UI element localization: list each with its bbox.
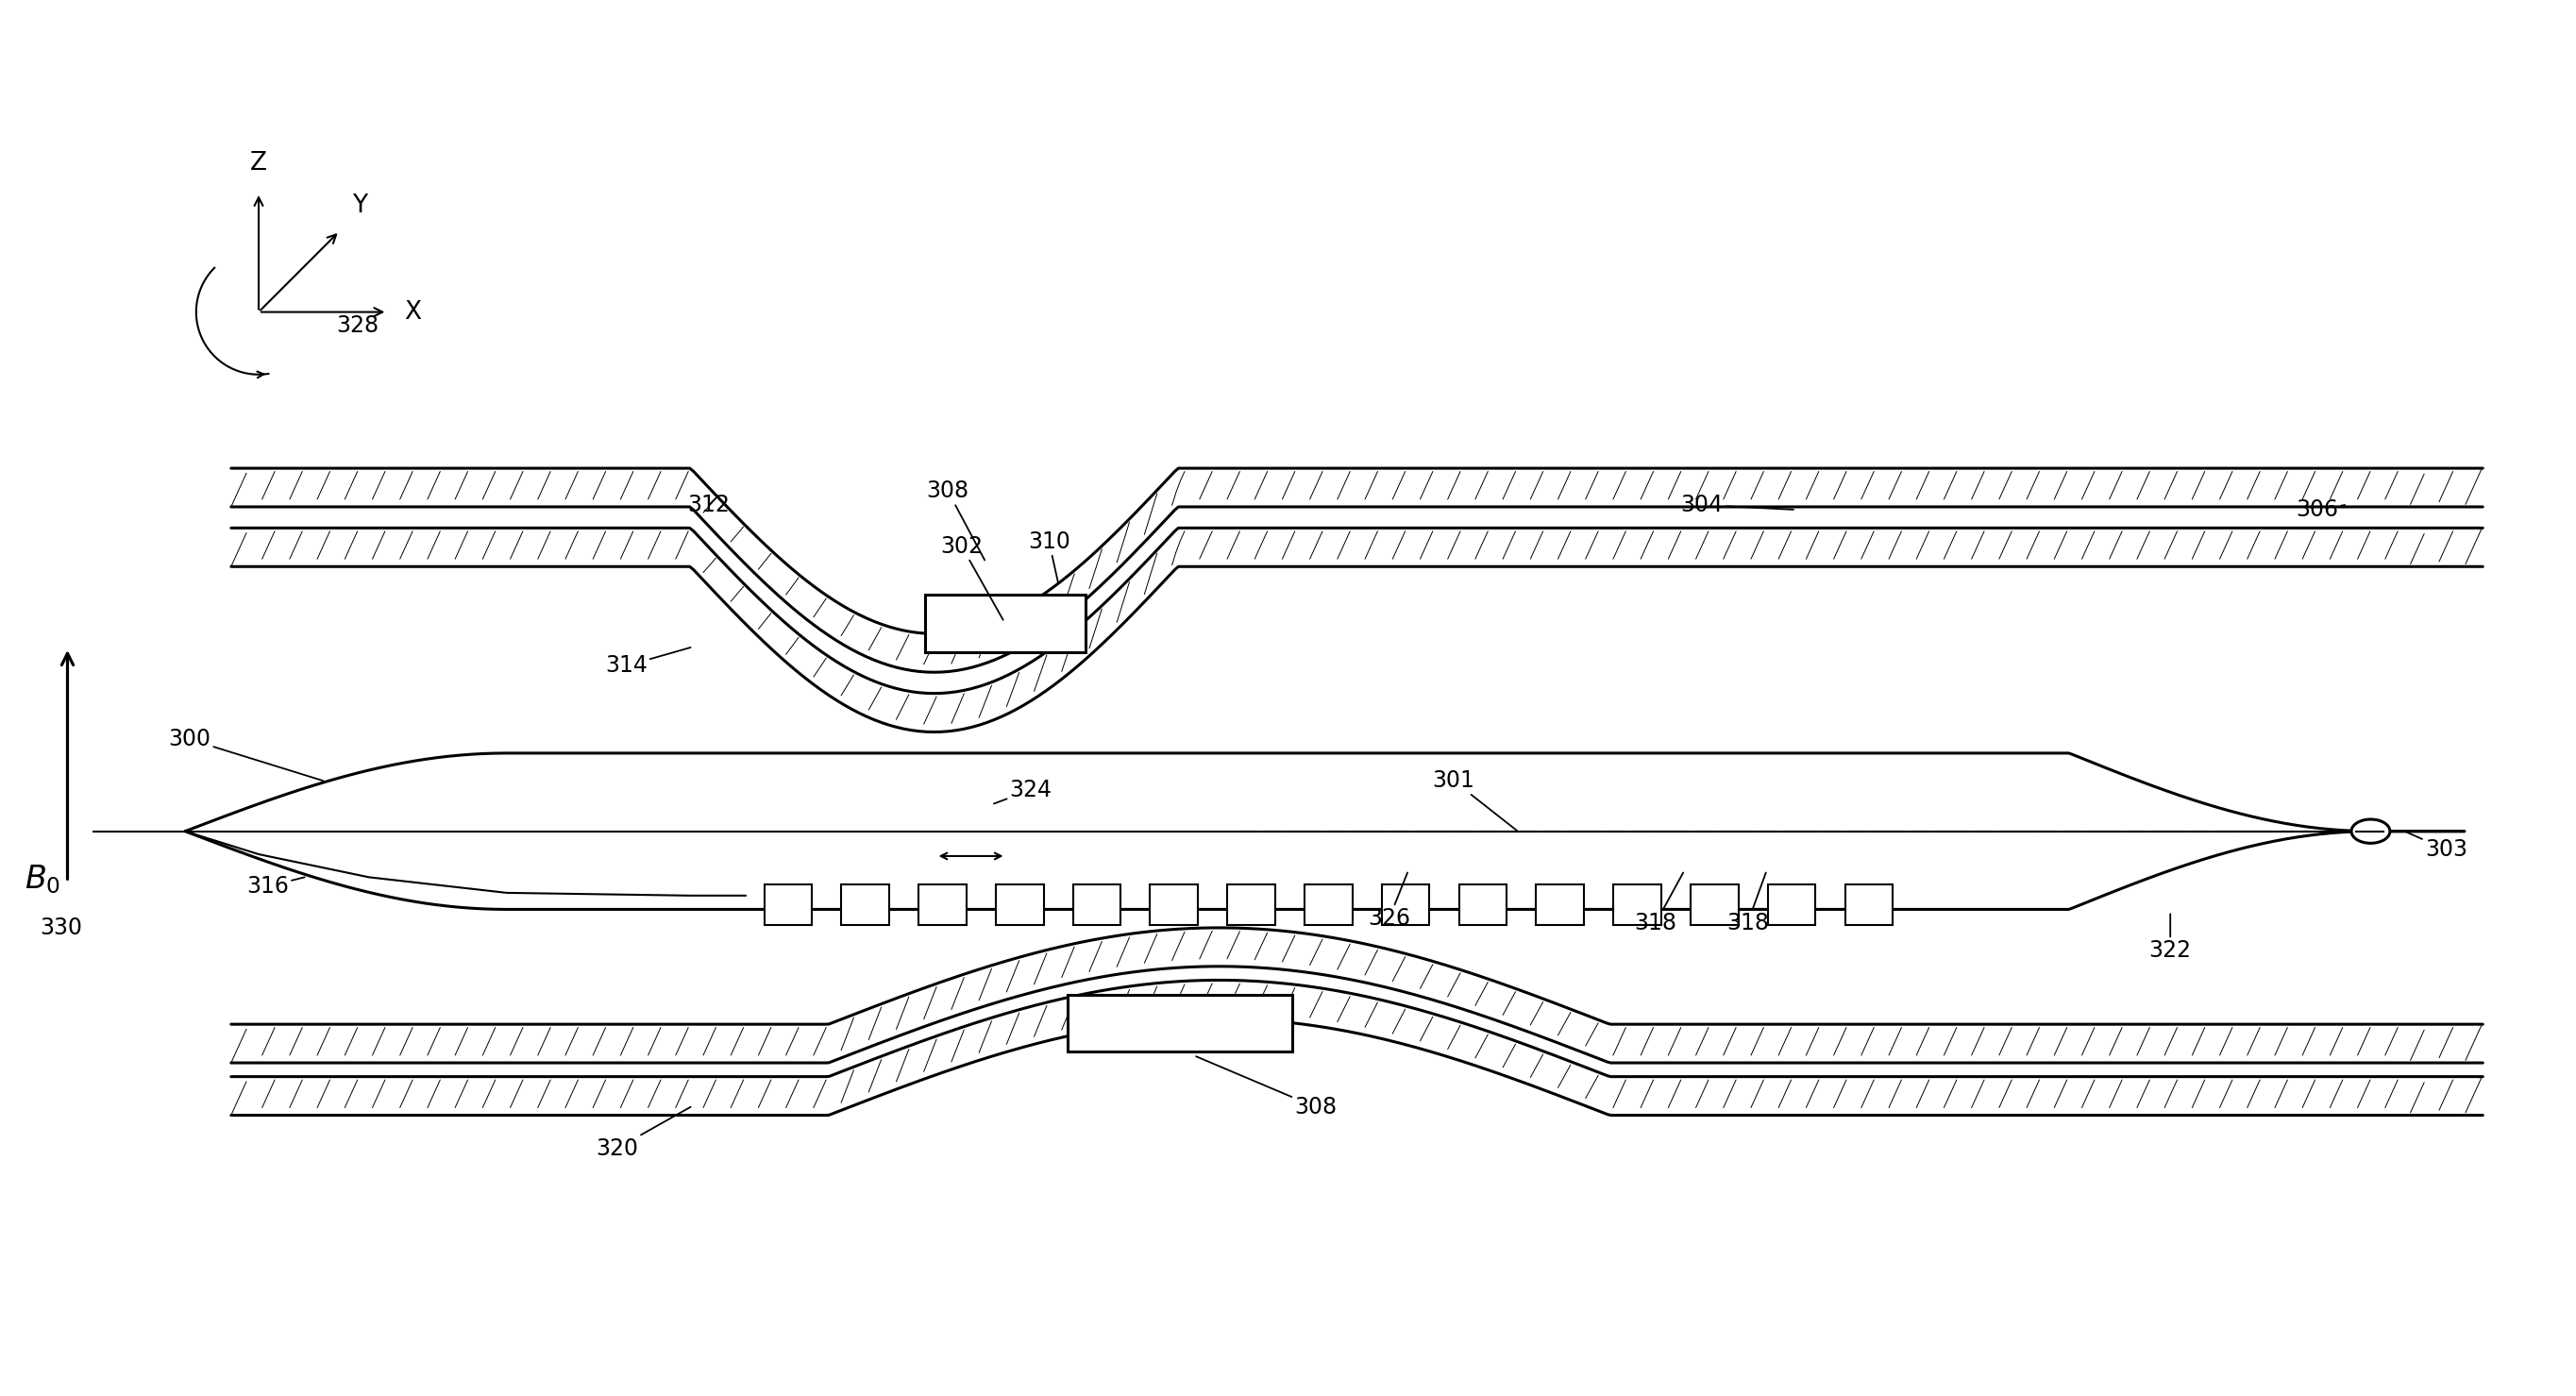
Text: 318: 318	[1726, 872, 1770, 934]
Text: 314: 314	[605, 648, 690, 677]
Text: 312: 312	[688, 494, 729, 517]
Text: 328: 328	[337, 314, 379, 336]
Bar	[1303, 884, 1352, 926]
Text: 316: 316	[247, 875, 304, 898]
Bar	[1066, 995, 1293, 1051]
Polygon shape	[232, 928, 2483, 1062]
Text: 306: 306	[2295, 498, 2344, 521]
Text: 330: 330	[39, 916, 82, 940]
Bar	[1458, 884, 1507, 926]
Text: Y: Y	[353, 194, 368, 218]
Ellipse shape	[2352, 819, 2391, 843]
Bar	[1074, 884, 1121, 926]
Text: 318: 318	[1633, 872, 1682, 934]
Bar	[1381, 884, 1430, 926]
Bar	[1535, 884, 1584, 926]
Text: 308: 308	[927, 480, 984, 560]
Text: 310: 310	[1028, 530, 1069, 584]
Text: 304: 304	[1680, 494, 1793, 517]
Bar	[1844, 884, 1893, 926]
Text: $B_0$: $B_0$	[26, 863, 62, 896]
Bar	[842, 884, 889, 926]
Polygon shape	[232, 468, 2483, 673]
Text: 324: 324	[994, 779, 1051, 804]
Text: 326: 326	[1368, 872, 1409, 930]
Text: 301: 301	[1432, 769, 1517, 831]
Text: 300: 300	[167, 729, 322, 780]
Text: 302: 302	[940, 535, 1002, 620]
Bar	[1690, 884, 1739, 926]
Bar	[1613, 884, 1662, 926]
Bar	[925, 595, 1087, 652]
Bar	[1226, 884, 1275, 926]
Bar	[1767, 884, 1816, 926]
Text: 320: 320	[595, 1107, 690, 1160]
Bar	[1149, 884, 1198, 926]
Polygon shape	[232, 980, 2483, 1115]
Text: Z: Z	[250, 151, 268, 176]
Polygon shape	[185, 752, 2465, 909]
Bar	[765, 884, 811, 926]
Text: 303: 303	[2403, 831, 2468, 861]
Polygon shape	[232, 528, 2483, 732]
Bar	[920, 884, 966, 926]
Text: X: X	[404, 300, 420, 324]
Text: 308: 308	[1195, 1057, 1337, 1118]
Bar	[997, 884, 1043, 926]
Text: 322: 322	[2148, 914, 2192, 962]
